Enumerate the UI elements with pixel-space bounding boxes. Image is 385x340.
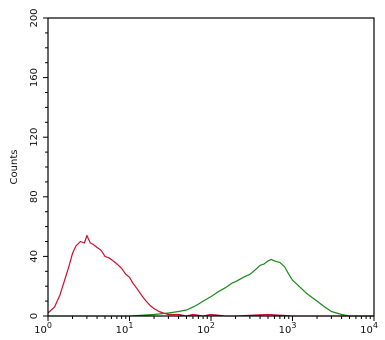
- y-tick-label: 40: [29, 250, 40, 263]
- y-tick-label: 80: [29, 190, 40, 203]
- x-tick-label: 102: [197, 321, 215, 336]
- y-tick-label: 160: [29, 68, 40, 87]
- y-axis-label: Counts: [9, 150, 20, 185]
- x-axis: 100 101 102 103 104: [34, 316, 378, 336]
- y-tick-label: 120: [29, 128, 40, 147]
- series-line-red: [47, 234, 374, 317]
- x-tick-label: 103: [279, 321, 297, 336]
- series-layer: [47, 234, 374, 317]
- x-tick-label: 100: [34, 321, 52, 336]
- x-tick-label: 101: [116, 321, 134, 336]
- y-tick-label: 200: [29, 8, 40, 27]
- y-tick-label: 0: [29, 313, 40, 319]
- x-tick-label: 104: [360, 321, 378, 336]
- plot-frame: [47, 17, 375, 317]
- y-axis: 0 40 80 120 160 200: [29, 8, 48, 319]
- series-line-green: [48, 258, 374, 317]
